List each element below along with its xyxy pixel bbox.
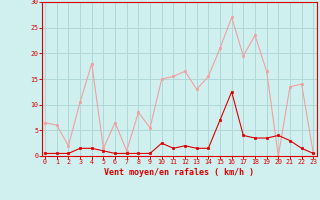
X-axis label: Vent moyen/en rafales ( km/h ): Vent moyen/en rafales ( km/h ) xyxy=(104,168,254,177)
